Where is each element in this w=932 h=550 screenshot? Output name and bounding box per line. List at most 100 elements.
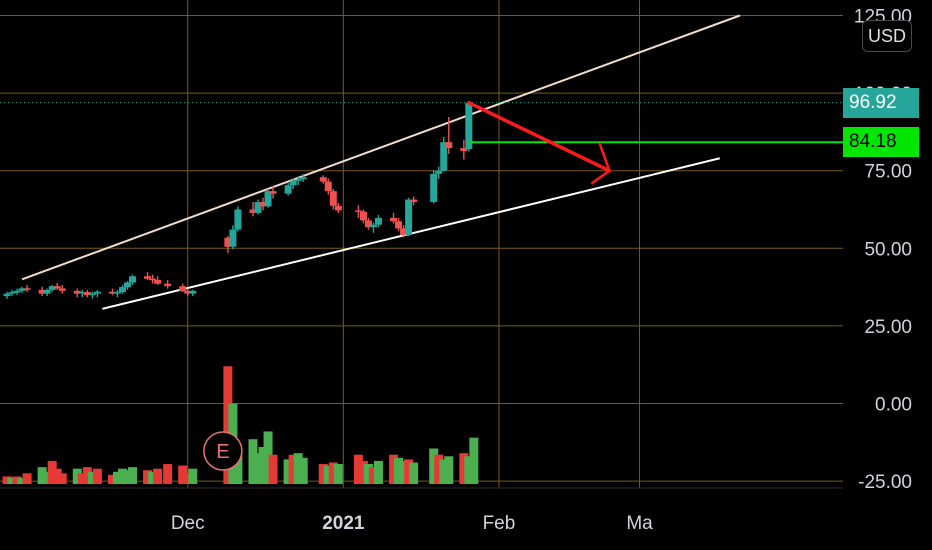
- candle-body: [88, 293, 96, 296]
- volume-bar: [394, 457, 404, 484]
- candles: [3, 102, 473, 299]
- arrow-shaft: [467, 100, 612, 173]
- candle-body: [374, 217, 382, 225]
- volume-bar: [153, 468, 163, 484]
- y-tick-label: 50.00: [864, 239, 912, 260]
- candle-body: [369, 224, 377, 228]
- volume-bar: [318, 464, 328, 484]
- volume-bar: [248, 439, 258, 484]
- x-tick-label: Feb: [483, 513, 516, 534]
- grid-lines: [0, 0, 843, 489]
- volume-bar: [263, 431, 273, 484]
- candle-body: [23, 288, 31, 290]
- trendlines: [21, 14, 741, 310]
- candle-body: [284, 185, 292, 194]
- volume-bar: [112, 471, 122, 484]
- candle-body: [3, 293, 11, 297]
- volume-bar: [253, 453, 263, 484]
- candle-body: [118, 287, 126, 293]
- volume-bar: [143, 470, 153, 484]
- volume-bar: [178, 465, 188, 484]
- candle-body: [264, 191, 272, 207]
- candle-body: [289, 180, 297, 186]
- candle-body: [319, 177, 327, 182]
- volume-bar: [368, 467, 378, 484]
- volume-bar: [464, 456, 474, 484]
- candle-body: [354, 210, 362, 212]
- candle-body: [445, 142, 453, 149]
- volume-bar: [183, 473, 193, 484]
- volume-bar: [92, 468, 102, 484]
- volume-bars: [2, 366, 479, 484]
- earnings-marker[interactable]: E: [203, 431, 243, 471]
- volume-bar: [429, 448, 439, 484]
- volume-bar: [72, 468, 82, 484]
- candle-body: [259, 202, 267, 207]
- volume-bar: [258, 446, 268, 484]
- volume-bar: [47, 460, 57, 484]
- candle-body: [364, 220, 372, 228]
- candle-body: [129, 276, 136, 283]
- volume-bar: [22, 473, 32, 484]
- candle-body: [18, 288, 26, 291]
- candle-body: [83, 292, 91, 296]
- volume-bar: [37, 467, 47, 484]
- x-tick-label: 2021: [322, 513, 365, 534]
- volume-bar: [288, 454, 298, 484]
- currency-button[interactable]: USD: [862, 20, 912, 52]
- volume-bar: [82, 467, 92, 484]
- candle-body: [113, 292, 121, 294]
- volume-bar: [389, 454, 399, 484]
- candle-body: [13, 290, 21, 293]
- candle-body: [58, 288, 66, 291]
- volume-bar: [363, 464, 373, 484]
- candle-body: [329, 191, 337, 206]
- volume-bar: [404, 459, 414, 484]
- volume-bar: [373, 460, 383, 484]
- candle-body: [229, 229, 237, 247]
- arrow-head: [590, 142, 611, 185]
- candle-body: [144, 276, 152, 279]
- volume-bar: [459, 453, 469, 484]
- y-tick-label: -25.00: [858, 472, 912, 493]
- candle-body: [410, 199, 418, 203]
- candle-body: [440, 142, 448, 171]
- volume-bar: [163, 464, 173, 484]
- candle-body: [154, 279, 162, 284]
- candle-body: [189, 290, 197, 294]
- candle-body: [48, 286, 56, 290]
- volume-bar: [7, 477, 17, 484]
- candle-body: [149, 278, 157, 281]
- candle-body: [234, 209, 242, 230]
- candle-body: [249, 209, 257, 213]
- y-tick-label: 0.00: [875, 395, 912, 416]
- volume-bar: [469, 437, 479, 484]
- candle-body: [294, 179, 302, 181]
- volume-bar: [268, 454, 278, 484]
- y-tick-label: 25.00: [864, 317, 912, 338]
- earnings-label: E: [216, 441, 229, 463]
- volume-bar: [128, 467, 137, 484]
- drawing-overlay: [0, 100, 843, 185]
- candle-body: [460, 148, 468, 152]
- volume-bar: [409, 462, 419, 484]
- x-tick-label: Dec: [171, 513, 205, 534]
- candle-body: [108, 291, 116, 294]
- volume-bar: [42, 471, 52, 484]
- candle-body: [395, 221, 403, 229]
- volume-bar: [87, 471, 97, 484]
- candle-body: [73, 290, 81, 294]
- candle-body: [400, 228, 408, 235]
- volume-bar: [333, 464, 343, 484]
- volume-bar: [358, 460, 368, 484]
- candle-body: [334, 205, 342, 211]
- candle-body: [93, 291, 101, 294]
- volume-bar: [117, 468, 127, 484]
- candle-body: [269, 191, 277, 194]
- y-tick-label: 75.00: [864, 162, 912, 183]
- last-price-label: 96.92: [843, 87, 919, 118]
- candle-body: [465, 102, 473, 149]
- candle-body: [123, 282, 131, 288]
